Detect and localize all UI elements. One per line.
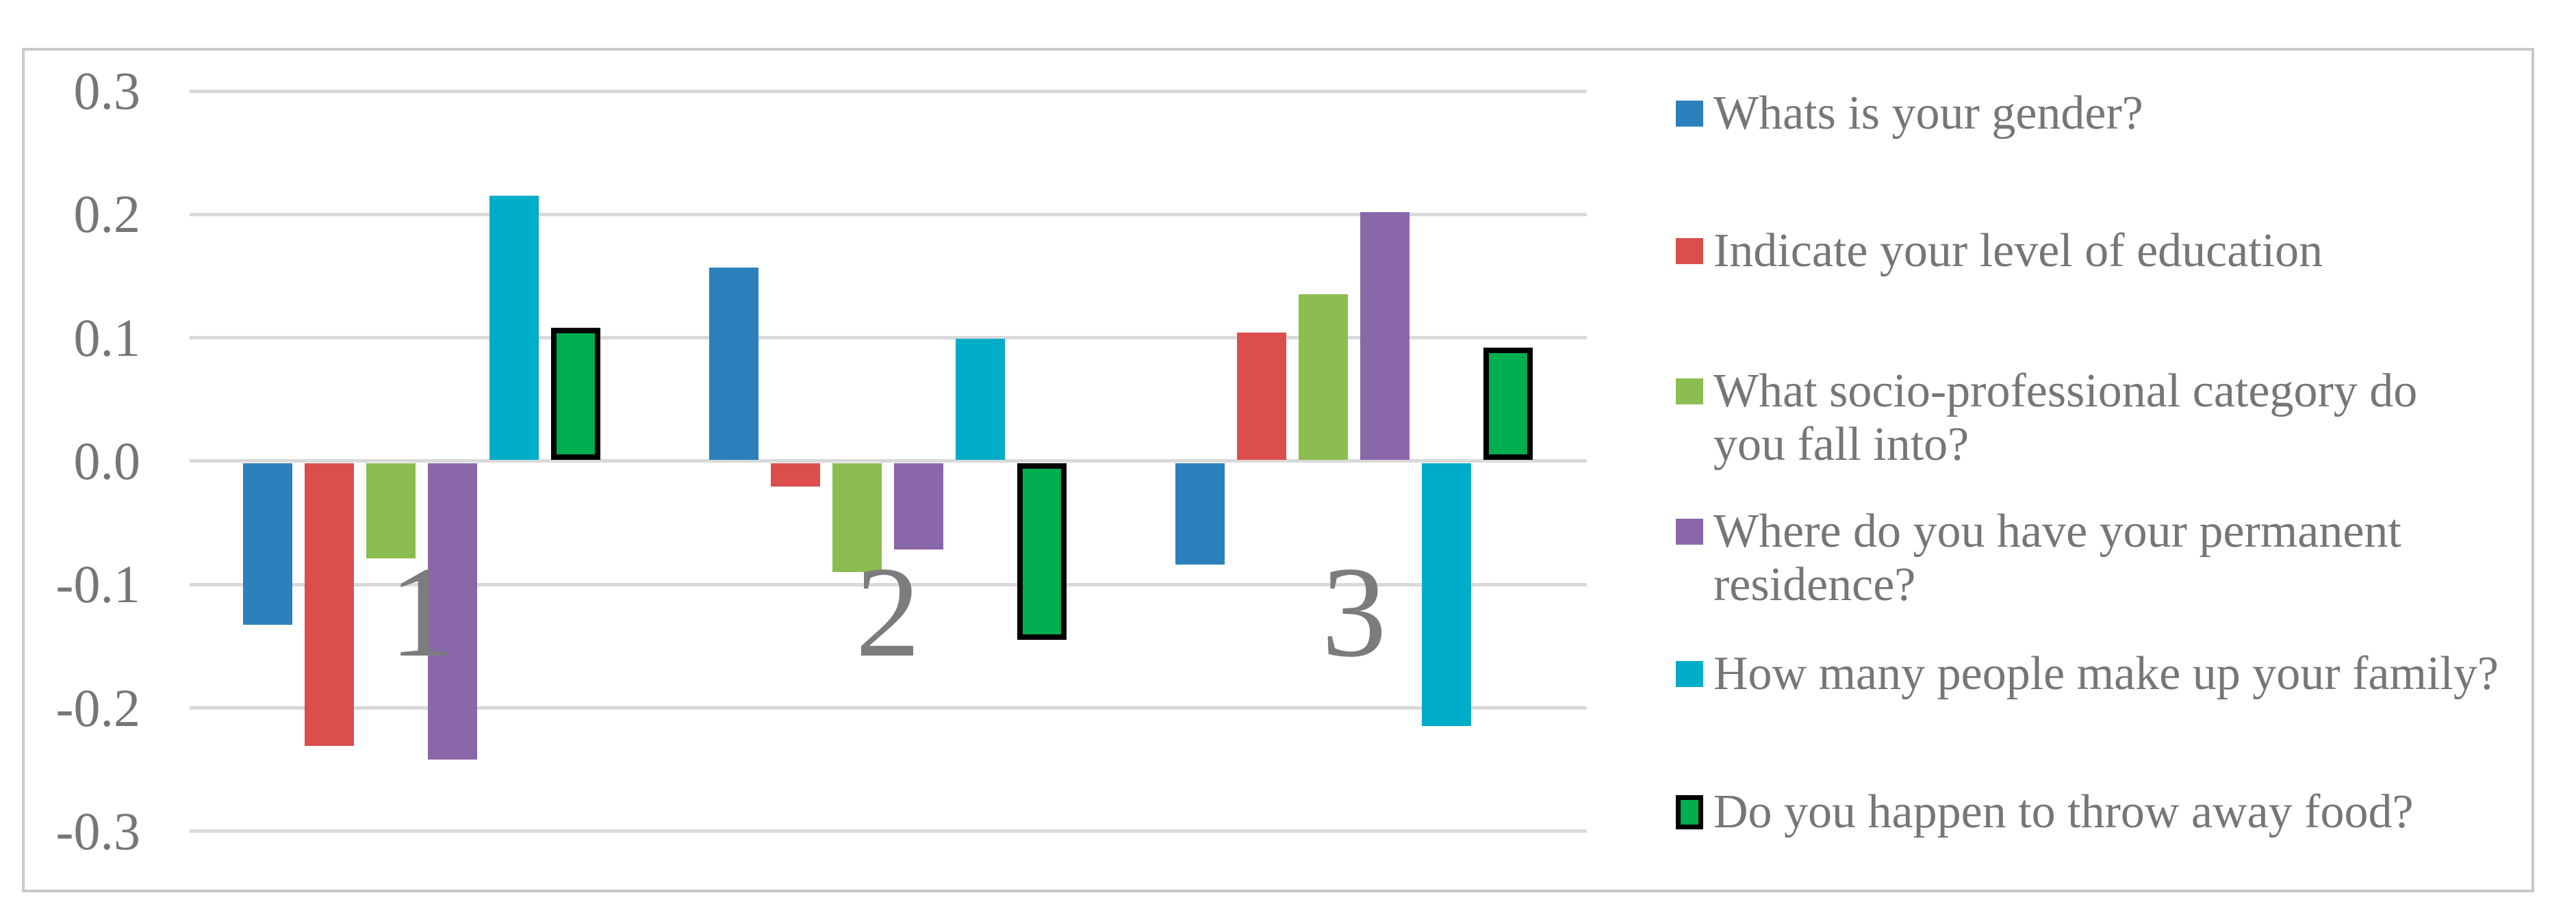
y-tick-label: -0.1	[55, 554, 140, 614]
bar-series5-group3	[1422, 463, 1471, 726]
bar-series4-group2	[894, 463, 943, 549]
bar-series3-group3	[1299, 294, 1348, 460]
legend-item-label: Where do you have your permanent residenc…	[1713, 505, 2401, 612]
legend-line: How many people make up your family?	[1713, 647, 2499, 700]
y-tick-label: -0.3	[55, 801, 140, 861]
category-label-1: 1	[389, 541, 455, 684]
legend-item-label: Indicate your level of education	[1713, 224, 2323, 278]
y-tick-label: -0.2	[55, 678, 140, 738]
bar-series2-group3	[1237, 333, 1286, 460]
legend-line: Where do you have your permanent	[1713, 505, 2401, 558]
legend-swatch-icon	[1676, 101, 1703, 127]
bar-series2-group1	[305, 463, 354, 746]
gridline-y--0.2	[190, 706, 1587, 710]
category-label-3: 3	[1321, 541, 1387, 684]
y-tick-label: 0.3	[73, 61, 141, 120]
bar-series3-group2	[832, 463, 882, 572]
category-label-2: 2	[855, 541, 921, 684]
gridline-y-0.3	[190, 90, 1587, 93]
legend-line: Do you happen to throw away food?	[1713, 786, 2414, 838]
legend-line: residence?	[1713, 558, 1916, 611]
legend-line: Indicate your level of education	[1713, 224, 2323, 277]
legend-item-label: Whats is your gender?	[1713, 87, 2143, 140]
legend-item-label: What socio-professional category do you f…	[1713, 365, 2417, 471]
legend-swatch-icon	[1676, 661, 1703, 687]
bar-series6-group2	[1017, 463, 1067, 640]
y-tick-label: 0.0	[73, 431, 141, 491]
bar-series6-group3	[1483, 348, 1533, 460]
bar-series1-group3	[1175, 463, 1225, 565]
gridline-y--0.3	[190, 829, 1587, 833]
legend-swatch-icon	[1676, 795, 1703, 829]
y-tick-label: 0.1	[73, 308, 141, 367]
bar-series3-group1	[366, 463, 416, 558]
bar-series6-group1	[551, 328, 600, 460]
legend-swatch-icon	[1676, 238, 1703, 264]
legend-swatch-icon	[1676, 378, 1703, 404]
bar-series4-group1	[428, 463, 477, 760]
legend-line: Whats is your gender?	[1713, 87, 2143, 140]
legend-item-label: How many people make up your family?	[1713, 647, 2499, 701]
gridline-y-0.2	[190, 213, 1587, 216]
bar-series5-group1	[489, 196, 539, 460]
y-tick-label: 0.2	[73, 184, 141, 244]
gridline-y-0.1	[190, 336, 1587, 339]
legend-swatch-icon	[1676, 519, 1703, 545]
bar-series2-group2	[771, 463, 820, 487]
legend-item-label: Do you happen to throw away food?	[1713, 786, 2414, 839]
legend-line: you fall into?	[1713, 418, 1969, 471]
bar-series1-group2	[709, 268, 758, 460]
legend-line: What socio-professional category do	[1713, 365, 2418, 417]
gridline-y-0.0	[190, 459, 1587, 463]
bar-series1-group1	[243, 463, 292, 625]
bar-series5-group2	[956, 339, 1005, 460]
bar-series4-group3	[1360, 212, 1410, 460]
gridline-y--0.1	[190, 583, 1587, 586]
